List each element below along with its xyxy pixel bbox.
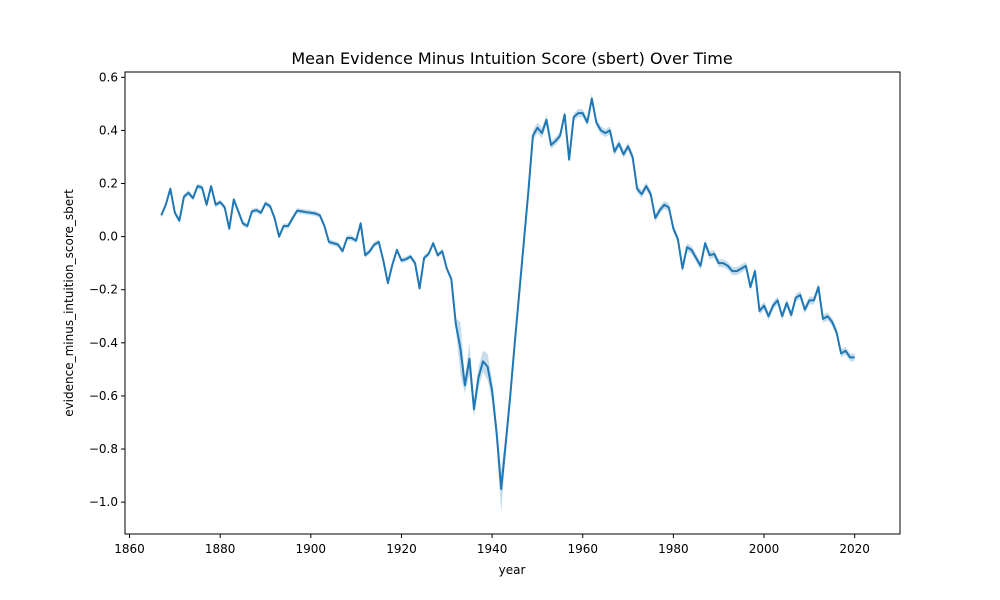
y-tick-label: 0.2	[99, 177, 118, 191]
x-tick-label: 2020	[839, 542, 870, 556]
series-line	[160, 97, 855, 490]
y-tick-label: −0.8	[89, 442, 118, 456]
x-tick-label: 1960	[567, 542, 598, 556]
x-axis-ticks: 1860 1880 1900 1920 1940 1960 1980 2000 2020	[114, 534, 870, 556]
chart-title: Mean Evidence Minus Intuition Score (sbe…	[291, 49, 732, 68]
plot-area	[160, 93, 855, 513]
y-tick-label: 0.0	[99, 230, 118, 244]
y-tick-label: −0.2	[89, 283, 118, 297]
x-tick-label: 1900	[296, 542, 327, 556]
y-axis-label: evidence_minus_intuition_score_sbert	[62, 189, 76, 417]
confidence-band	[161, 93, 855, 513]
x-tick-label: 1880	[205, 542, 236, 556]
x-tick-label: 1920	[386, 542, 417, 556]
x-tick-label: 1860	[114, 542, 145, 556]
x-axis-label: year	[499, 563, 526, 577]
y-tick-label: 0.4	[99, 123, 118, 137]
y-tick-label: −1.0	[89, 495, 118, 509]
x-tick-label: 2000	[749, 542, 780, 556]
y-tick-label: 0.6	[99, 70, 118, 84]
x-tick-label: 1940	[477, 542, 508, 556]
y-axis-ticks: −1.0 −0.8 −0.6 −0.4 −0.2 0.0 0.2 0.4 0.6	[89, 70, 125, 509]
y-tick-label: −0.4	[89, 336, 118, 350]
axes-frame	[124, 71, 901, 535]
y-tick-label: −0.6	[89, 389, 118, 403]
x-tick-label: 1980	[658, 542, 689, 556]
